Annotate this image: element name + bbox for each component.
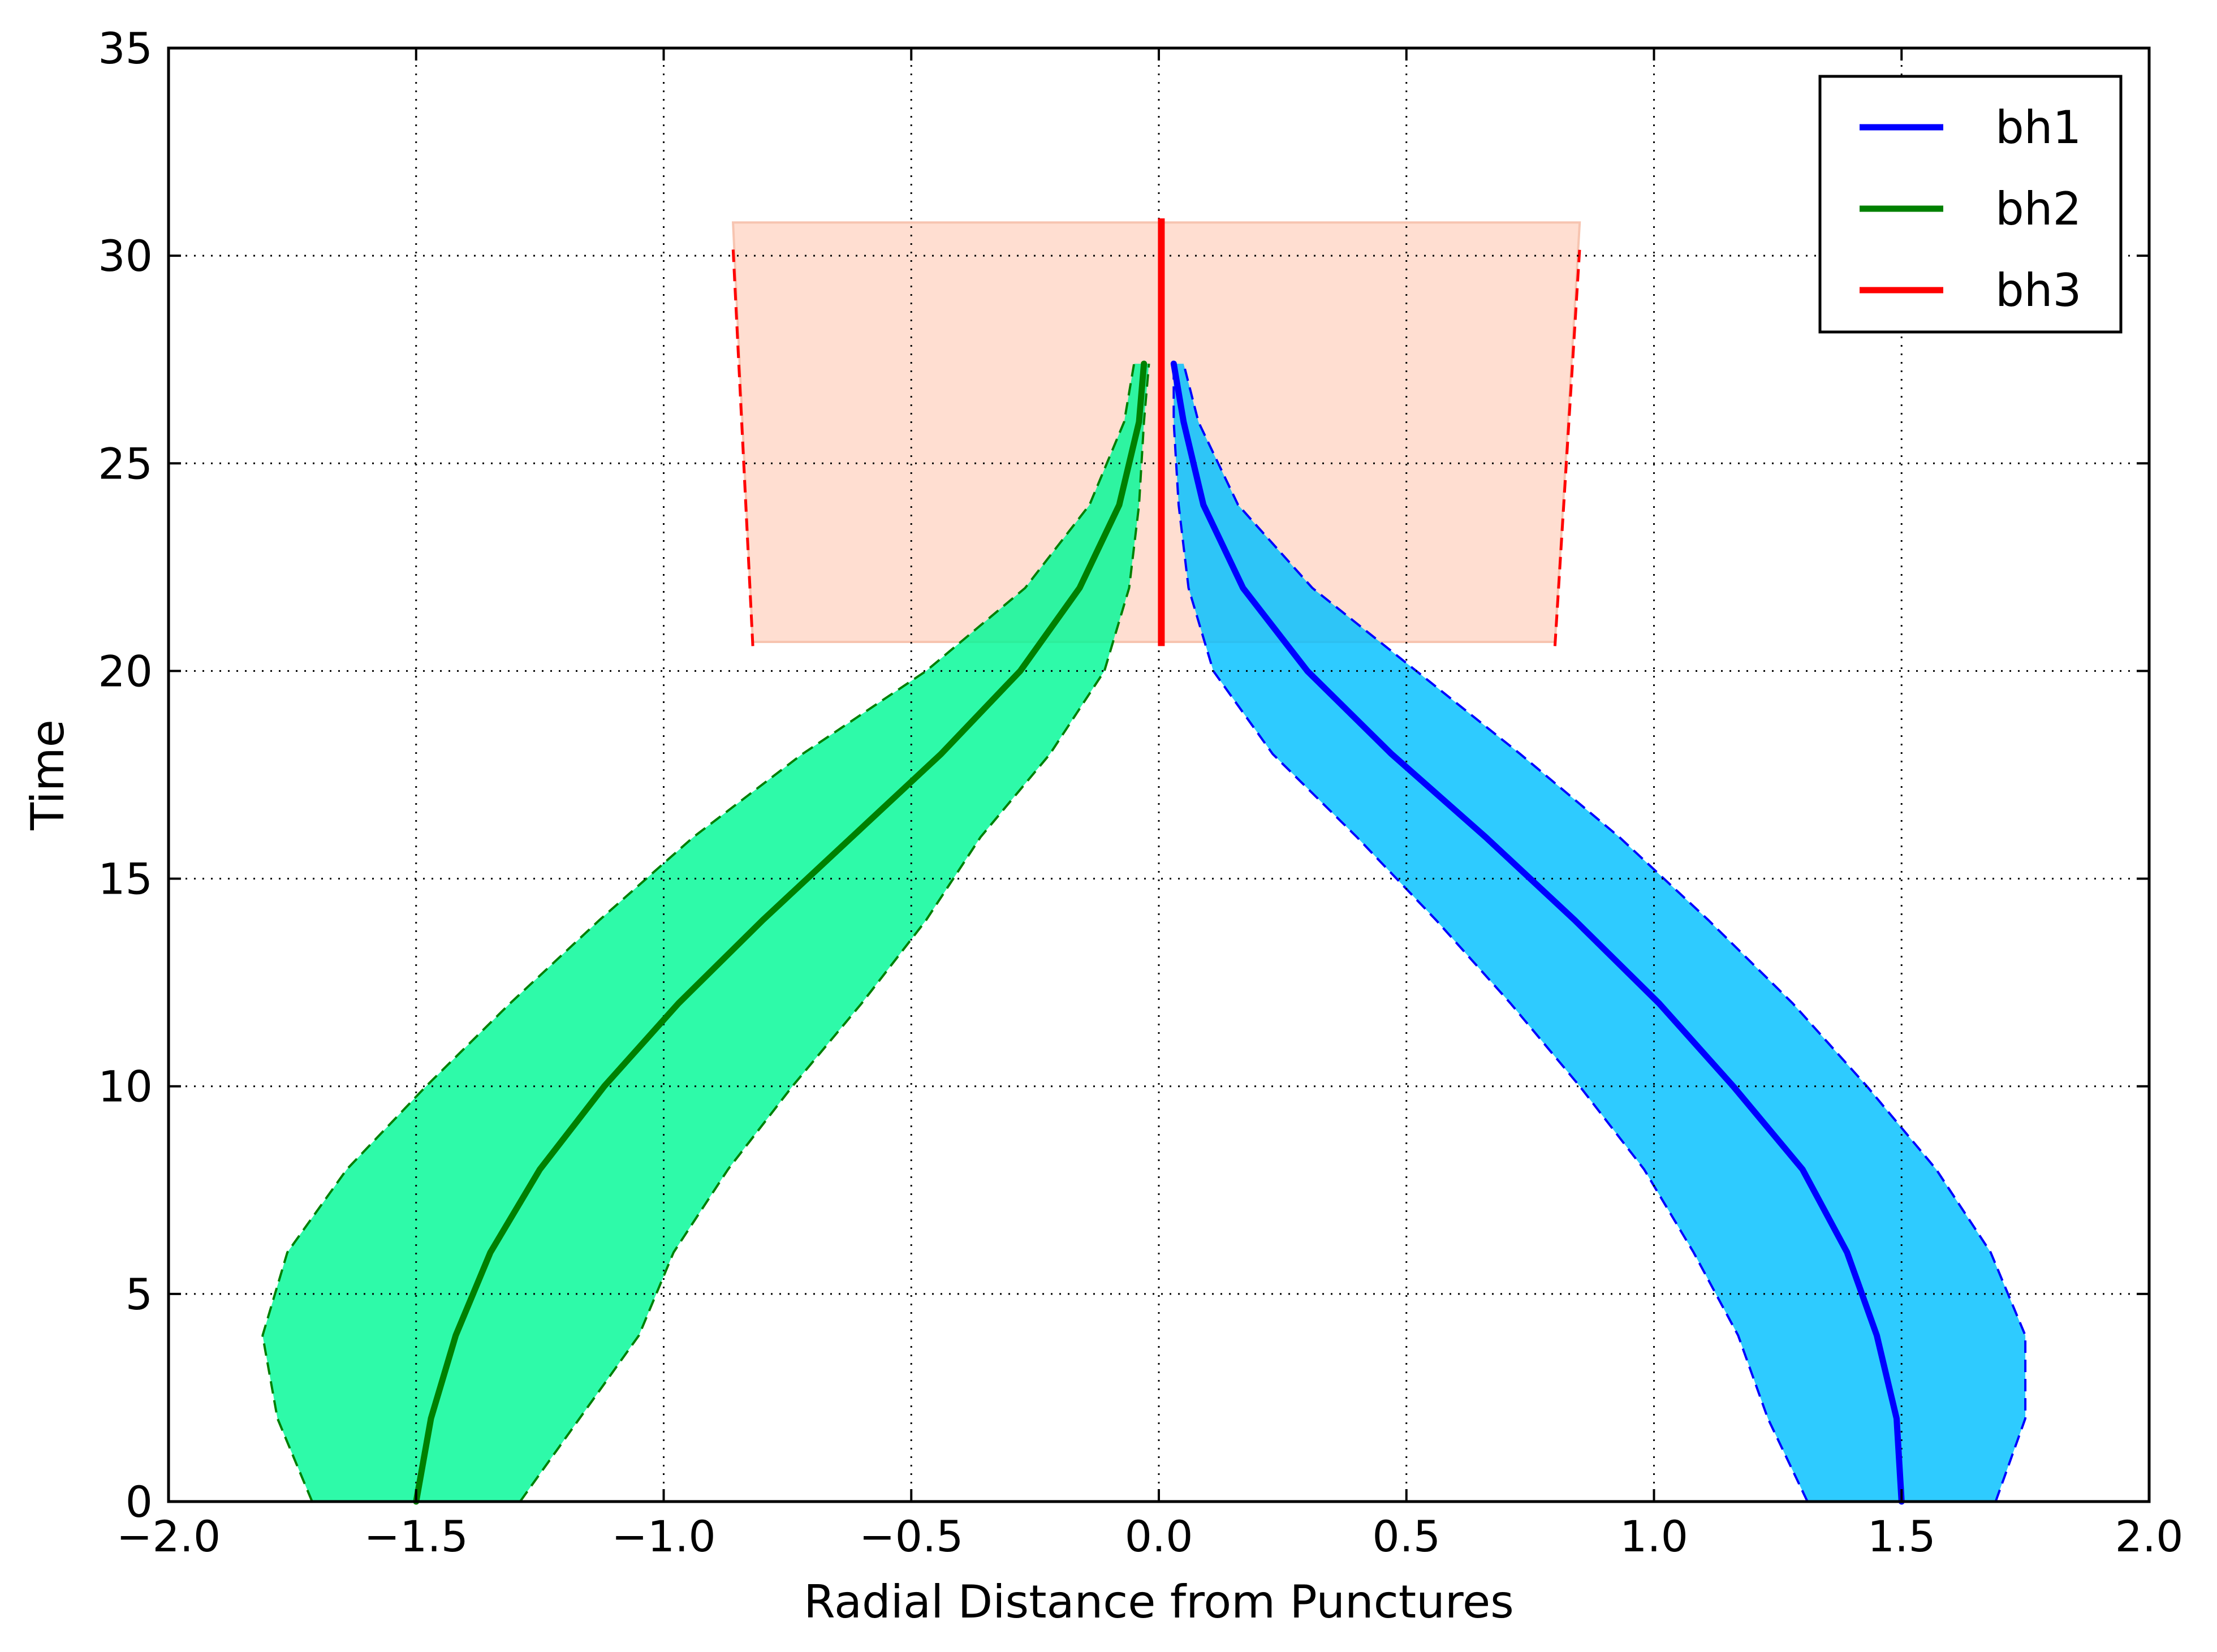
x-tick-label: −1.0 (611, 1511, 716, 1562)
legend-label-bh2: bh2 (1995, 183, 2081, 235)
bh2-outer-edge (261, 363, 1136, 1502)
x-tick-label: 0.5 (1372, 1511, 1440, 1562)
bh1-inner-edge (1172, 364, 1809, 1502)
bh1-line (1170, 360, 1905, 1505)
y-tick-label: 10 (98, 1062, 153, 1112)
x-tick-label: −1.5 (364, 1511, 468, 1562)
x-tick-label: −2.0 (117, 1511, 221, 1562)
bh2-line (413, 360, 1148, 1505)
y-axis-label: Time (21, 719, 74, 831)
bh3-band (732, 221, 1581, 643)
legend-label-bh3: bh3 (1995, 264, 2081, 317)
x-tick-label: 1.5 (1867, 1511, 1936, 1562)
y-tick-label: 30 (98, 231, 153, 281)
series-lines (413, 218, 1905, 1505)
bh1-outer-edge (1182, 363, 2027, 1502)
bh2-band (262, 364, 1149, 1502)
y-tick-label: 20 (98, 646, 153, 696)
bh3-left-edge (731, 247, 754, 646)
bh3-right-edge (1553, 247, 1581, 646)
y-tick-label: 25 (98, 438, 153, 489)
x-tick-label: 0.0 (1125, 1511, 1193, 1562)
x-tick-label: −0.5 (859, 1511, 964, 1562)
y-tick-label: 5 (126, 1269, 153, 1319)
y-tick-label: 15 (98, 854, 153, 904)
x-tick-label: 2.0 (2115, 1511, 2184, 1562)
legend-label-bh1: bh1 (1995, 101, 2081, 154)
legend: bh1 bh2 bh3 (1818, 75, 2123, 334)
bh2-inner-edge (519, 363, 1150, 1503)
y-tick-label: 0 (126, 1477, 153, 1527)
x-axis-label: Radial Distance from Punctures (804, 1576, 1514, 1628)
axis-ticks: −2.0 −1.5 −1.0 −0.5 0.0 0.5 1.0 1.5 2.0 0 5 10 15 20 2… (98, 23, 2183, 1562)
confidence-bands (261, 221, 2027, 1503)
y-tick-label: 35 (98, 23, 153, 74)
x-tick-label: 1.0 (1620, 1511, 1688, 1562)
